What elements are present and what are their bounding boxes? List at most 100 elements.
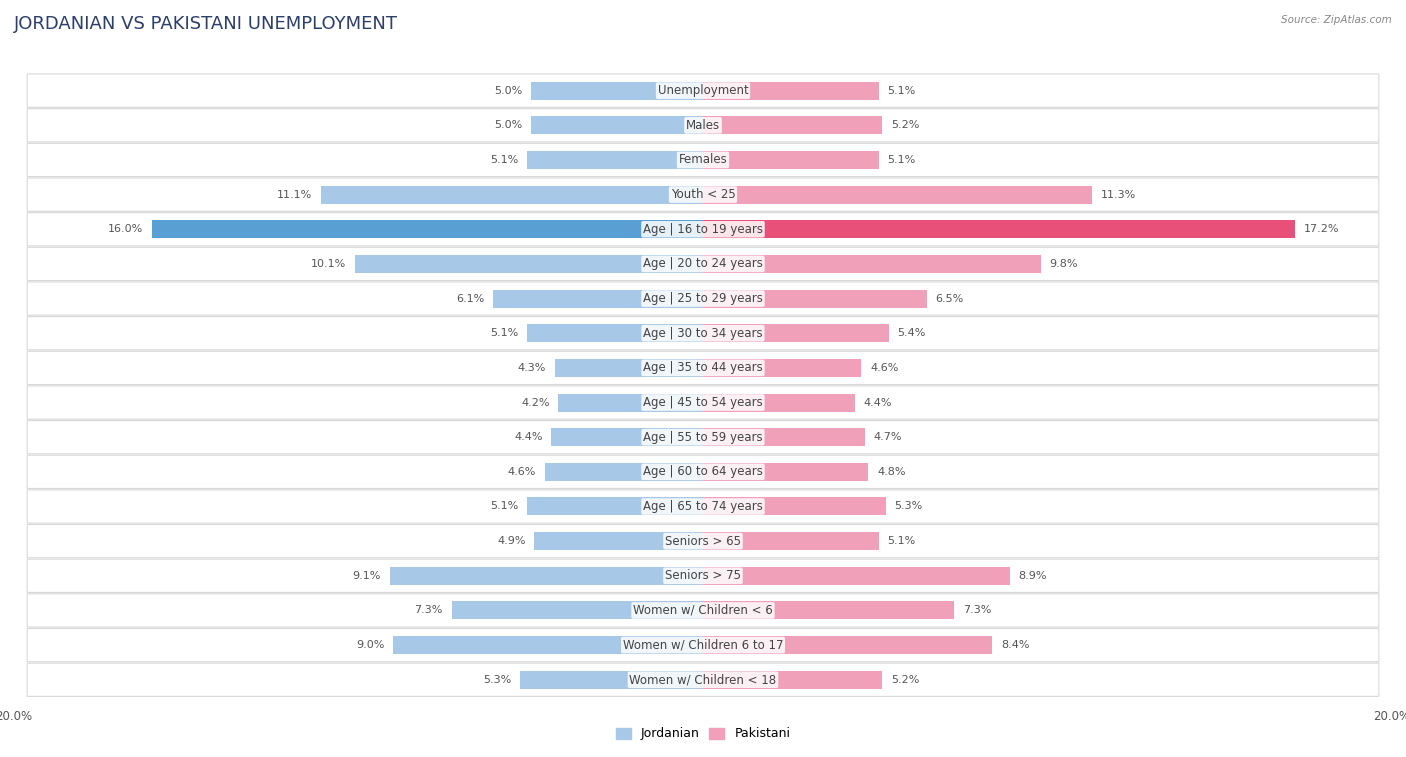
Bar — [534, 532, 703, 550]
Text: 7.3%: 7.3% — [963, 606, 991, 615]
Bar — [703, 497, 886, 516]
FancyBboxPatch shape — [27, 593, 1379, 627]
Bar — [451, 602, 703, 619]
Text: 6.1%: 6.1% — [456, 294, 484, 304]
Text: Unemployment: Unemployment — [658, 84, 748, 97]
FancyBboxPatch shape — [27, 628, 1379, 662]
Bar — [703, 428, 865, 446]
Text: 5.0%: 5.0% — [494, 86, 522, 95]
Bar — [703, 290, 927, 307]
Text: 11.1%: 11.1% — [277, 189, 312, 200]
FancyBboxPatch shape — [27, 282, 1379, 315]
Text: 4.3%: 4.3% — [517, 363, 547, 373]
Text: Source: ZipAtlas.com: Source: ZipAtlas.com — [1281, 15, 1392, 25]
FancyBboxPatch shape — [27, 525, 1379, 558]
FancyBboxPatch shape — [27, 455, 1379, 488]
Bar — [356, 255, 703, 273]
Text: 5.1%: 5.1% — [887, 536, 915, 546]
Bar — [703, 636, 993, 654]
Text: 8.4%: 8.4% — [1001, 640, 1029, 650]
Bar — [703, 220, 1295, 238]
FancyBboxPatch shape — [27, 559, 1379, 593]
FancyBboxPatch shape — [27, 663, 1379, 696]
Text: 8.9%: 8.9% — [1018, 571, 1046, 581]
Bar — [703, 567, 1010, 585]
Bar — [527, 324, 703, 342]
FancyBboxPatch shape — [27, 490, 1379, 523]
FancyBboxPatch shape — [27, 74, 1379, 107]
Text: 4.7%: 4.7% — [873, 432, 903, 442]
Bar — [555, 359, 703, 377]
Text: Age | 45 to 54 years: Age | 45 to 54 years — [643, 396, 763, 409]
Bar — [392, 636, 703, 654]
Text: 11.3%: 11.3% — [1101, 189, 1136, 200]
Text: 4.4%: 4.4% — [515, 432, 543, 442]
Bar — [703, 324, 889, 342]
Bar — [703, 359, 862, 377]
Text: 7.3%: 7.3% — [415, 606, 443, 615]
Text: 10.1%: 10.1% — [311, 259, 346, 269]
Text: Seniors > 65: Seniors > 65 — [665, 534, 741, 547]
Text: 5.1%: 5.1% — [491, 155, 519, 165]
FancyBboxPatch shape — [27, 248, 1379, 281]
Bar — [494, 290, 703, 307]
Text: 17.2%: 17.2% — [1305, 224, 1340, 234]
FancyBboxPatch shape — [27, 143, 1379, 176]
Text: Age | 65 to 74 years: Age | 65 to 74 years — [643, 500, 763, 513]
Bar — [703, 185, 1092, 204]
FancyBboxPatch shape — [27, 213, 1379, 246]
Bar — [544, 463, 703, 481]
Bar — [389, 567, 703, 585]
Text: 4.2%: 4.2% — [522, 397, 550, 407]
Text: 4.8%: 4.8% — [877, 467, 905, 477]
Bar — [703, 602, 955, 619]
Text: Age | 25 to 29 years: Age | 25 to 29 years — [643, 292, 763, 305]
FancyBboxPatch shape — [27, 351, 1379, 385]
FancyBboxPatch shape — [27, 386, 1379, 419]
FancyBboxPatch shape — [27, 316, 1379, 350]
Bar — [703, 671, 882, 689]
Bar — [520, 671, 703, 689]
FancyBboxPatch shape — [27, 109, 1379, 142]
Text: 5.0%: 5.0% — [494, 120, 522, 130]
Text: 5.2%: 5.2% — [891, 674, 920, 685]
Bar — [703, 117, 882, 134]
Bar — [703, 82, 879, 100]
Text: 5.1%: 5.1% — [491, 501, 519, 512]
Text: 5.3%: 5.3% — [484, 674, 512, 685]
Text: 5.1%: 5.1% — [491, 329, 519, 338]
Text: Age | 60 to 64 years: Age | 60 to 64 years — [643, 466, 763, 478]
Bar — [152, 220, 703, 238]
Text: 4.9%: 4.9% — [498, 536, 526, 546]
Text: Women w/ Children < 18: Women w/ Children < 18 — [630, 673, 776, 687]
Text: Age | 55 to 59 years: Age | 55 to 59 years — [643, 431, 763, 444]
Bar — [321, 185, 703, 204]
Text: Females: Females — [679, 154, 727, 167]
Text: 6.5%: 6.5% — [935, 294, 963, 304]
Text: 9.0%: 9.0% — [356, 640, 384, 650]
Bar — [703, 255, 1040, 273]
Text: Age | 35 to 44 years: Age | 35 to 44 years — [643, 361, 763, 375]
Text: 5.1%: 5.1% — [887, 155, 915, 165]
Bar — [527, 151, 703, 169]
Bar — [551, 428, 703, 446]
Text: Seniors > 75: Seniors > 75 — [665, 569, 741, 582]
Bar — [531, 117, 703, 134]
Text: Age | 30 to 34 years: Age | 30 to 34 years — [643, 327, 763, 340]
FancyBboxPatch shape — [27, 421, 1379, 453]
Text: 9.8%: 9.8% — [1049, 259, 1077, 269]
Text: 5.4%: 5.4% — [897, 329, 927, 338]
Bar — [703, 151, 879, 169]
Text: 16.0%: 16.0% — [108, 224, 143, 234]
Bar — [703, 463, 869, 481]
Legend: Jordanian, Pakistani: Jordanian, Pakistani — [610, 722, 796, 746]
Bar — [703, 532, 879, 550]
Bar — [703, 394, 855, 412]
Text: 4.6%: 4.6% — [870, 363, 898, 373]
Text: Women w/ Children < 6: Women w/ Children < 6 — [633, 604, 773, 617]
Text: 5.3%: 5.3% — [894, 501, 922, 512]
Text: Age | 16 to 19 years: Age | 16 to 19 years — [643, 223, 763, 235]
Text: JORDANIAN VS PAKISTANI UNEMPLOYMENT: JORDANIAN VS PAKISTANI UNEMPLOYMENT — [14, 15, 398, 33]
Text: 4.6%: 4.6% — [508, 467, 536, 477]
FancyBboxPatch shape — [27, 178, 1379, 211]
